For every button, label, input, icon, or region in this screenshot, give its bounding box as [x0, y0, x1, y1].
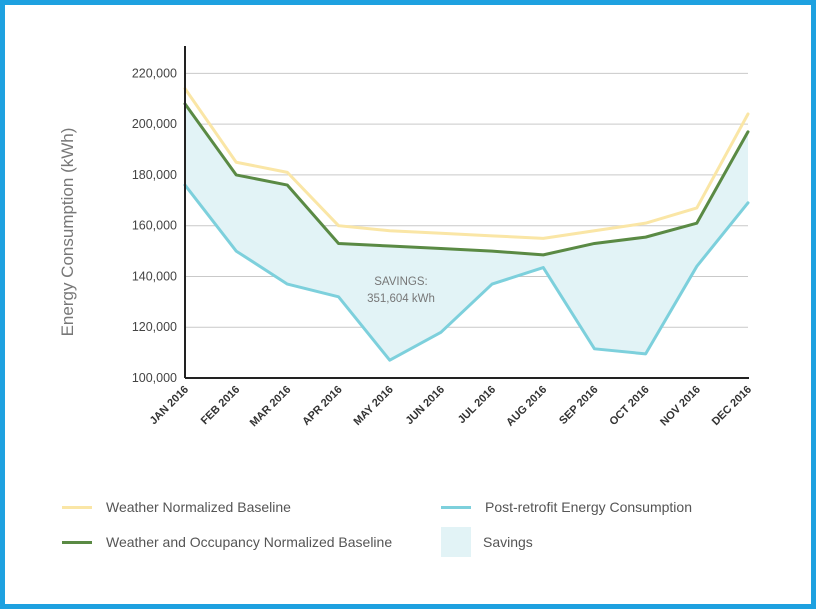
x-tick-label: JAN 2016 [148, 384, 192, 428]
y-tick-labels: 100,000 120,000 140,000 160,000 180,000 200,0… [132, 66, 177, 385]
axes [184, 46, 749, 379]
series-line-1 [183, 87, 750, 240]
y-tick-label: 100,000 [132, 371, 177, 385]
x-tick-label: JUN 2016 [404, 384, 448, 428]
y-tick-label: 180,000 [132, 168, 177, 182]
y-tick-label: 140,000 [132, 269, 177, 283]
x-tick-label: MAY 2016 [351, 384, 395, 428]
series-lines [183, 87, 750, 362]
savings-annotation-value: 351,604 kWh [367, 293, 435, 305]
y-tick-label: 200,000 [132, 117, 177, 131]
y-tick-label: 160,000 [132, 219, 177, 233]
x-tick-label: APR 2016 [300, 384, 344, 428]
x-tick-labels: JAN 2016 FEB 2016 MAR 2016 APR 2016 MAY 2016… [148, 384, 755, 430]
y-tick-label: 120,000 [132, 320, 177, 334]
x-tick-label: SEP 2016 [557, 384, 600, 427]
x-tick-label: DEC 2016 [710, 384, 754, 428]
savings-annotation-title: SAVINGS: [374, 276, 427, 288]
series-line-2 [183, 102, 750, 257]
series-line-3 [183, 183, 750, 362]
savings-area [185, 103, 748, 361]
y-tick-label: 220,000 [132, 66, 177, 80]
x-tick-label: MAR 2016 [248, 384, 294, 430]
x-tick-label: NOV 2016 [658, 384, 703, 429]
x-tick-label: OCT 2016 [607, 384, 651, 428]
x-tick-label: FEB 2016 [199, 384, 243, 428]
y-axis-label: Energy Consumption (kWh) [58, 128, 77, 337]
x-tick-label: JUL 2016 [456, 384, 499, 427]
x-tick-label: AUG 2016 [504, 384, 549, 429]
